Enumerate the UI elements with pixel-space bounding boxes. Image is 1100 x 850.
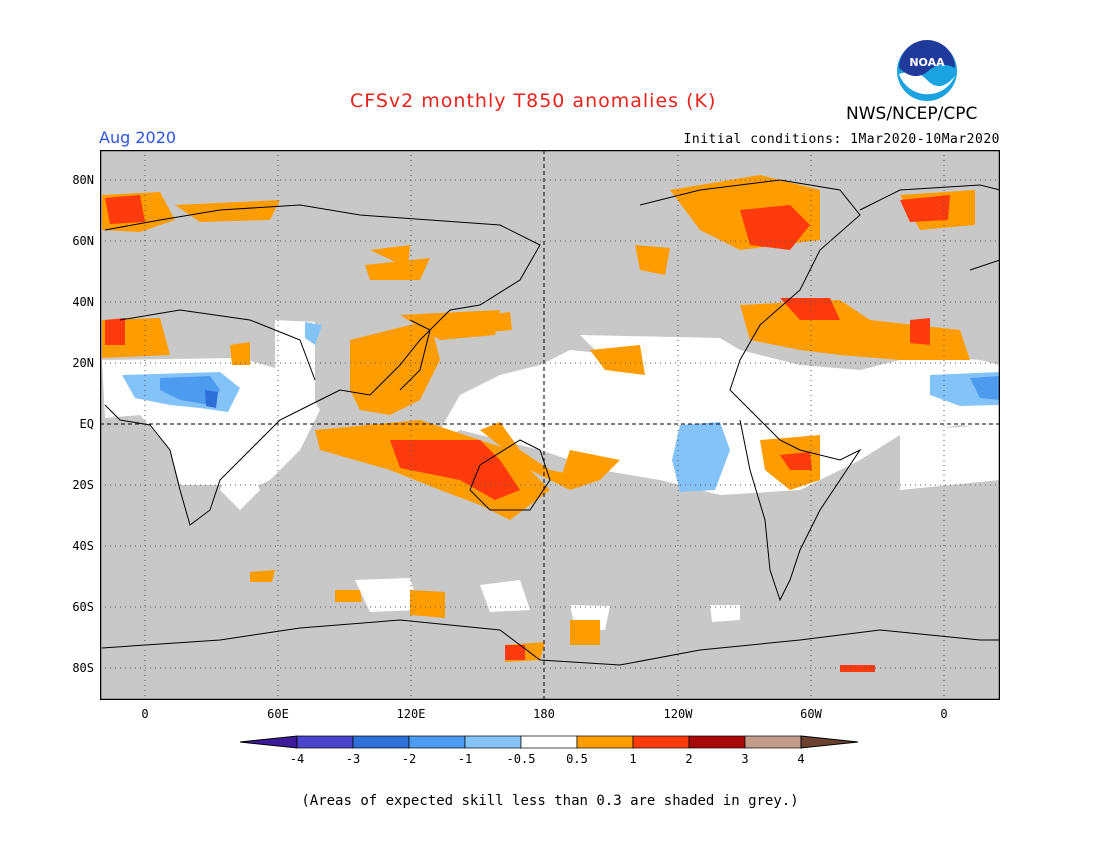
forecast-month: Aug 2020 [99,128,177,147]
colorbar-swatch [352,735,410,749]
colorbar-arrow-low [240,735,298,749]
agency-label: NWS/NCEP/CPC [846,104,978,124]
colorbar-arrow-high [800,735,859,749]
noaa-logo: NOAA [897,40,957,101]
colorbar-label: -2 [401,752,417,766]
lon-label: 120E [396,707,426,721]
lat-label: 60S [72,600,94,614]
colorbar-swatch [688,735,746,749]
lon-label: 0 [141,707,149,721]
colorbar-swatch [632,735,690,749]
lat-label: 20N [72,356,94,370]
map-frame [100,150,1000,700]
initial-conditions: Initial conditions: 1Mar2020-10Mar2020 [683,132,1000,147]
lat-label: 80S [72,661,94,675]
colorbar-label: -3 [345,752,361,766]
lon-label: 60W [800,707,822,721]
colorbar-label: 0.5 [566,752,588,766]
lat-label: EQ [79,417,94,431]
anomaly-map [100,150,1000,700]
lon-label: 0 [940,707,948,721]
graticule [100,150,1000,700]
colorbar-label: 3 [741,752,749,766]
logo-text: NOAA [909,56,945,69]
reference-lines [100,150,1000,700]
colorbar-label: 2 [685,752,693,766]
footnote: (Areas of expected skill less than 0.3 a… [301,793,799,809]
hot-anomalies [105,195,950,672]
lon-label: 60E [267,707,289,721]
colorbar-swatch [576,735,634,749]
lat-label: 60N [72,234,94,248]
lat-label: 20S [72,478,94,492]
colorbar-swatch [408,735,466,749]
colorbar-swatch [744,735,802,749]
lat-label: 80N [72,173,94,187]
coastlines [101,179,1000,666]
colorbar-label: -1 [457,752,473,766]
lat-label: 40N [72,295,94,309]
negative-anomalies [122,322,1000,492]
colorbar-swatch [296,735,354,749]
colorbar-label: -4 [289,752,305,766]
map-title: CFSv2 monthly T850 anomalies (K) [350,90,717,112]
lon-label: 180 [533,707,555,721]
lat-label: 40S [72,539,94,553]
colorbar-label: 1 [629,752,637,766]
lon-label: 120W [663,707,693,721]
colorbar [240,735,859,749]
colorbar-swatch [520,735,578,749]
colorbar-swatch [464,735,522,749]
colorbar-label: 4 [797,752,805,766]
colorbar-label: -0.5 [506,752,536,766]
